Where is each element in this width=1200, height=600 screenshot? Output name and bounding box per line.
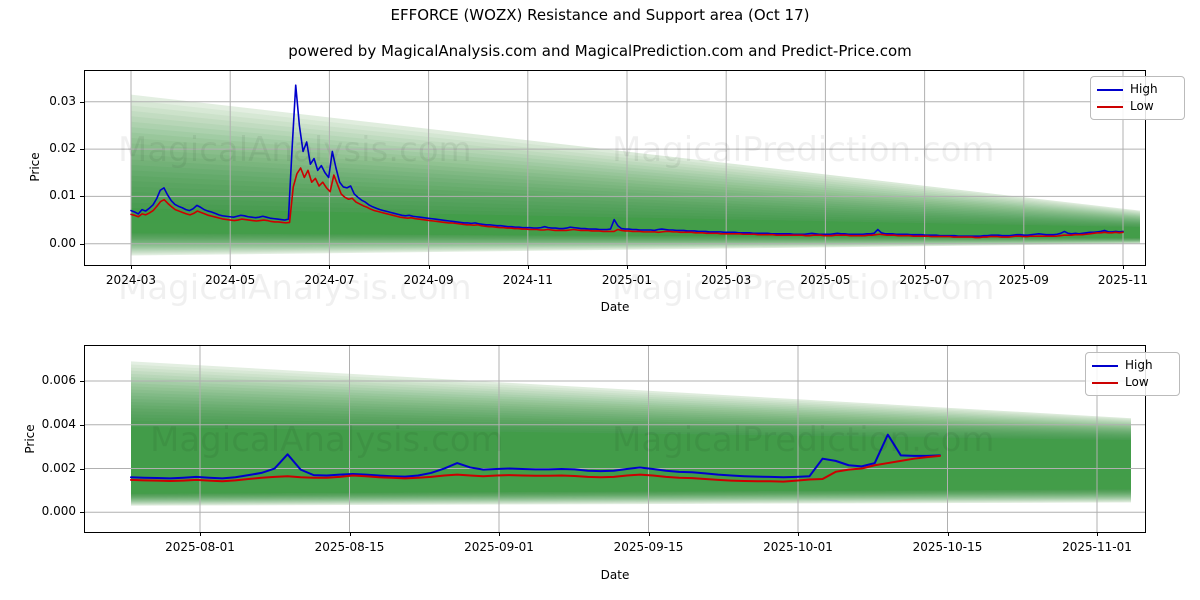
legend-item-low[interactable]: Low [1092, 374, 1171, 391]
y-tick-label: 0.00 [49, 235, 76, 250]
y-tick-label: 0.004 [41, 416, 76, 431]
x-tick-label: 2024-11 [502, 273, 553, 287]
low-line-swatch [1097, 105, 1123, 108]
x-tick-mark [131, 265, 132, 269]
x-tick-label: 2025-05 [800, 273, 851, 287]
x-tick-mark [947, 532, 949, 536]
y-tick-label: 0.000 [41, 504, 76, 519]
high-line-swatch [1097, 88, 1123, 91]
x-tick-mark [648, 532, 650, 536]
legend-label-low: Low [1130, 99, 1154, 113]
x-tick-label: 2025-07 [899, 273, 950, 287]
y-tick-mark [80, 196, 84, 198]
x-tick-label: 2025-11-01 [1062, 540, 1132, 554]
page-title: EFFORCE (WOZX) Resistance and Support ar… [390, 6, 810, 24]
legend-label-low: Low [1125, 375, 1149, 389]
x-tick-label: 2025-08-01 [165, 540, 235, 554]
x-tick-mark [349, 532, 351, 536]
x-tick-mark [798, 532, 799, 536]
y-tick-mark [80, 381, 84, 382]
legend-item-low[interactable]: Low [1097, 98, 1176, 115]
y-tick-mark [80, 512, 84, 514]
x-tick-mark [499, 532, 500, 536]
x-tick-label: 2025-03 [701, 273, 752, 287]
x-tick-label: 2025-10-15 [912, 540, 983, 554]
high-line-swatch [1092, 364, 1118, 367]
x-tick-label: 2025-10-01 [763, 540, 833, 554]
y-tick-label: 0.03 [49, 93, 76, 108]
x-tick-mark [428, 265, 430, 269]
y-tick-mark [80, 101, 84, 103]
x-tick-mark [527, 265, 529, 269]
y-tick-mark [80, 468, 84, 470]
x-tick-label: 2024-05 [205, 273, 256, 287]
x-tick-mark [924, 265, 926, 269]
legend-item-high[interactable]: High [1097, 81, 1176, 98]
y-tick-label: 0.02 [49, 141, 76, 156]
x-tick-label: 2024-09 [403, 273, 454, 287]
y-tick-label: 0.01 [49, 188, 76, 203]
y-tick-label: 0.006 [41, 373, 76, 387]
x-tick-mark [627, 265, 628, 269]
x-tick-mark [1123, 265, 1124, 269]
x-tick-label: 2024-07 [304, 273, 355, 287]
x-tick-label: 2025-08-15 [314, 540, 385, 554]
x-tick-label: 2025-09 [998, 273, 1049, 287]
y-tick-mark [80, 149, 84, 151]
x-tick-mark [230, 265, 232, 269]
top-x-axis-label: Date [600, 300, 630, 314]
page-subtitle: powered by MagicalAnalysis.com and Magic… [288, 42, 912, 60]
legend-label-high: High [1130, 82, 1158, 96]
bottom-plot-area [84, 345, 1146, 533]
y-tick-mark [80, 424, 84, 426]
x-tick-label: 2024-03 [105, 273, 157, 287]
legend-label-high: High [1125, 358, 1153, 372]
x-tick-mark [1023, 265, 1025, 269]
bottom-legend[interactable]: High Low [1085, 352, 1180, 396]
bottom-x-axis-label: Date [600, 568, 630, 582]
x-tick-mark [200, 532, 201, 536]
x-tick-mark [329, 265, 331, 269]
x-tick-mark [1097, 532, 1098, 536]
top-plot-area [84, 70, 1146, 266]
x-tick-label: 2025-09-01 [464, 540, 534, 554]
x-tick-label: 2025-11 [1097, 273, 1149, 287]
x-tick-mark [825, 265, 827, 269]
legend-item-high[interactable]: High [1092, 357, 1171, 374]
low-line-swatch [1092, 381, 1118, 384]
x-tick-mark [726, 265, 728, 269]
x-tick-label: 2025-09-15 [613, 540, 684, 554]
y-tick-label: 0.002 [41, 460, 76, 475]
top-legend[interactable]: High Low [1090, 76, 1185, 120]
x-tick-label: 2025-01 [601, 273, 653, 287]
y-tick-mark [80, 243, 84, 245]
